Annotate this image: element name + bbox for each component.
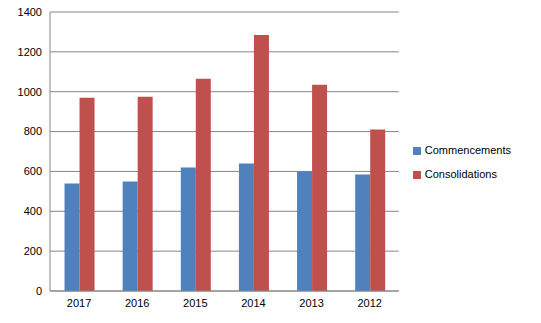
svg-text:600: 600	[24, 165, 42, 177]
svg-text:200: 200	[24, 245, 42, 257]
svg-text:1000: 1000	[18, 86, 42, 98]
svg-text:1400: 1400	[18, 6, 42, 18]
svg-text:2013: 2013	[299, 297, 323, 309]
svg-text:400: 400	[24, 205, 42, 217]
svg-text:2012: 2012	[357, 297, 381, 309]
svg-text:800: 800	[24, 125, 42, 137]
svg-text:0: 0	[36, 285, 42, 297]
svg-text:2016: 2016	[125, 297, 149, 309]
svg-text:2014: 2014	[241, 297, 265, 309]
svg-text:2015: 2015	[183, 297, 207, 309]
svg-text:2017: 2017	[67, 297, 91, 309]
html-text:Consolidations: Consolidations	[424, 167, 497, 180]
svg-text:1200: 1200	[18, 46, 42, 58]
html-text:Commencements: Commencements	[424, 143, 511, 156]
